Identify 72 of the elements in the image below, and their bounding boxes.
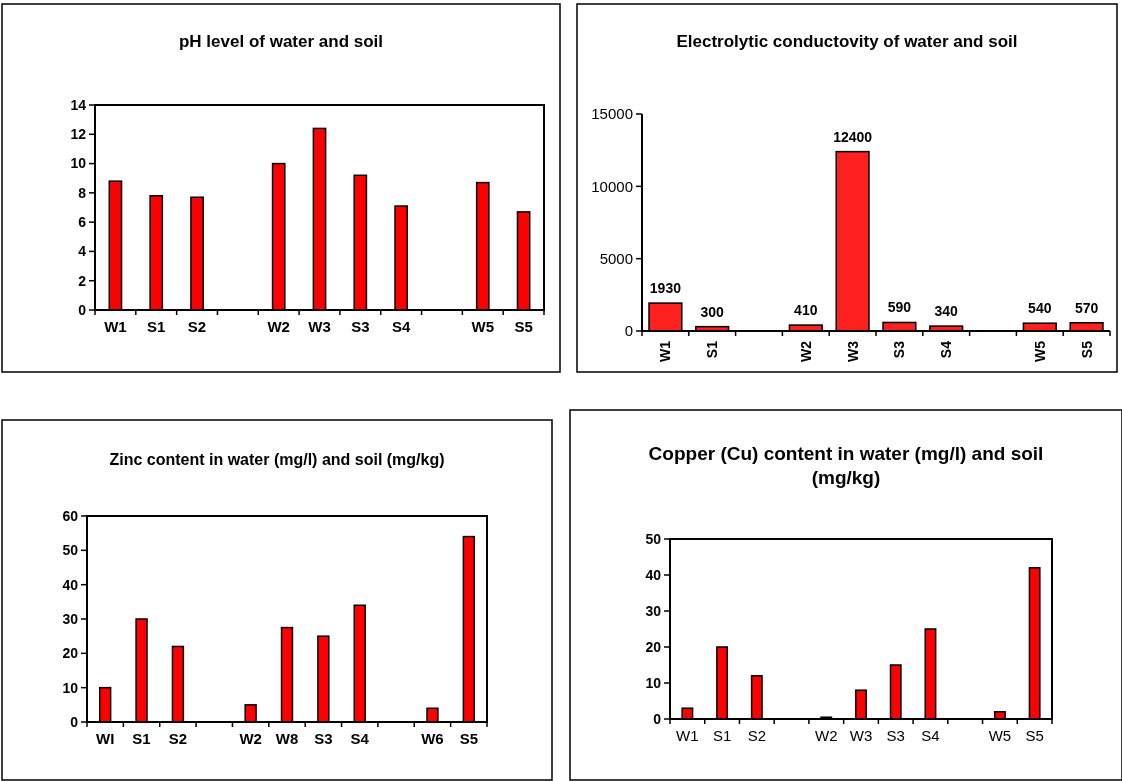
x-tick-label: S1 xyxy=(132,730,151,747)
x-tick-label: W1 xyxy=(657,340,674,362)
x-tick-label: S4 xyxy=(921,727,940,744)
chart-title: Copper (Cu) content in water (mg/l) and soil (mg/kg) xyxy=(648,443,1044,488)
x-tick-label: W1 xyxy=(104,318,127,335)
y-tick-label: 15000 xyxy=(591,105,633,123)
y-tick-label: 40 xyxy=(645,566,662,583)
x-tick-label: S3 xyxy=(891,340,908,359)
y-tick-label: 30 xyxy=(645,602,662,619)
x-tick-label: S1 xyxy=(147,318,166,335)
x-tick-label: S3 xyxy=(351,318,370,335)
x-tick-label: W6 xyxy=(421,730,444,747)
x-tick-label: S1 xyxy=(712,727,732,744)
x-tick-label: W2 xyxy=(267,318,290,335)
x-tick-label: W2 xyxy=(239,730,262,747)
y-tick-label: 60 xyxy=(62,507,79,524)
x-tick-label: W1 xyxy=(676,727,699,744)
y-tick-label: 0 xyxy=(70,713,79,730)
data-label: 1930 xyxy=(649,280,682,297)
x-tick-label: S4 xyxy=(350,730,370,747)
data-label: 570 xyxy=(1074,299,1099,316)
y-tick-label: 2 xyxy=(78,272,87,289)
y-tick-label: 50 xyxy=(62,542,79,559)
data-label: 340 xyxy=(934,303,959,320)
x-tick-label: WI xyxy=(96,730,115,747)
y-tick-label: 0 xyxy=(78,301,87,318)
y-tick-label: 10 xyxy=(70,155,87,172)
data-label: 300 xyxy=(700,303,725,320)
y-tick-label: 40 xyxy=(62,576,79,593)
y-tick-label: 10 xyxy=(645,674,662,691)
x-tick-label: S2 xyxy=(168,730,188,747)
y-tick-label: 30 xyxy=(62,610,79,627)
x-tick-label: S4 xyxy=(391,318,411,335)
y-tick-label: 6 xyxy=(78,214,87,231)
y-tick-label: 10 xyxy=(62,679,79,696)
x-tick-label: S2 xyxy=(747,727,766,744)
y-tick-label: 20 xyxy=(645,638,662,655)
y-tick-label: 14 xyxy=(70,96,87,113)
y-tick-label: 8 xyxy=(78,184,87,201)
y-tick-label: 5000 xyxy=(599,249,633,267)
y-tick-label: 20 xyxy=(62,645,79,662)
x-tick-label: W8 xyxy=(275,730,299,747)
y-tick-label: 12 xyxy=(70,126,87,143)
x-tick-label: W3 xyxy=(844,340,861,362)
x-tick-label: W2 xyxy=(797,340,814,362)
x-tick-label: W5 xyxy=(988,727,1012,744)
data-label: 12400 xyxy=(833,128,873,145)
chart-title: Electrolytic conductovity of water and soil xyxy=(676,32,1018,51)
x-tick-label: S5 xyxy=(1025,727,1044,744)
y-tick-label: 0 xyxy=(624,322,633,340)
chart-title: pH level of water and soil xyxy=(178,32,384,51)
x-tick-label: W5 xyxy=(1031,340,1048,362)
x-tick-label: W2 xyxy=(815,727,838,744)
data-label: 590 xyxy=(887,299,912,316)
x-tick-label: S5 xyxy=(1078,340,1095,359)
x-tick-label: S3 xyxy=(886,727,905,744)
x-tick-label: S5 xyxy=(514,318,533,335)
x-tick-label: S3 xyxy=(314,730,333,747)
y-tick-label: 0 xyxy=(653,710,662,727)
x-tick-label: S2 xyxy=(187,318,207,335)
chart-title: Zinc content in water (mg/l) and soil (mg/kg) xyxy=(109,451,445,468)
data-label: 540 xyxy=(1028,300,1052,317)
x-tick-label: W5 xyxy=(471,318,495,335)
y-tick-label: 4 xyxy=(78,243,87,260)
x-tick-label: W3 xyxy=(849,727,873,744)
x-tick-label: S1 xyxy=(704,340,721,359)
y-tick-label: 50 xyxy=(645,530,662,547)
y-tick-label: 10000 xyxy=(591,177,633,195)
x-tick-label: S4 xyxy=(938,340,955,359)
x-tick-label: S5 xyxy=(459,730,478,747)
data-label: 410 xyxy=(794,302,818,319)
x-tick-label: W3 xyxy=(308,318,331,335)
